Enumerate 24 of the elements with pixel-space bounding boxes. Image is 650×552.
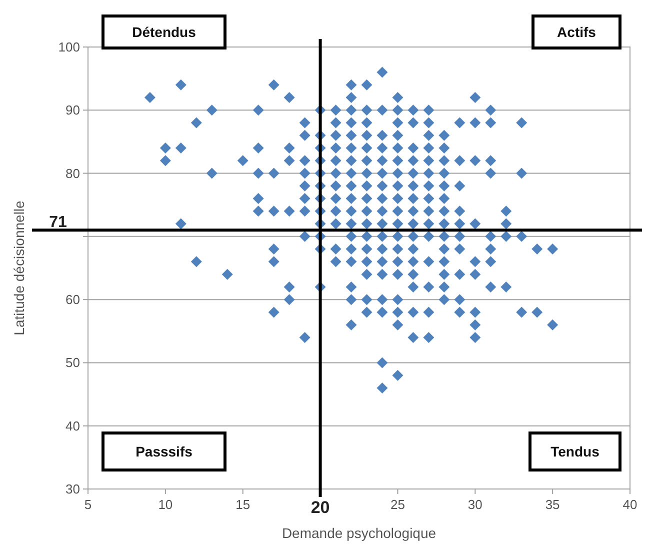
- y-tick-label: 30: [66, 482, 80, 496]
- annotation: Tendus: [550, 444, 600, 460]
- y-tick-label: 80: [66, 166, 80, 181]
- x-tick-label: 15: [236, 497, 250, 512]
- x-tick-label: 5: [84, 497, 92, 512]
- y-axis-title: Latitude décisionnelle: [11, 200, 27, 336]
- y-tick-label: 100: [58, 40, 80, 54]
- label-box: Passsifs: [102, 432, 226, 472]
- ref-line-label: 20: [310, 498, 330, 517]
- x-tick-label: 40: [622, 497, 638, 512]
- annotation: Passsifs: [136, 444, 193, 460]
- x-axis-title: Demande psychologique: [282, 525, 436, 541]
- label-box: Tendus: [528, 432, 622, 472]
- x-tick-label: 30: [468, 497, 482, 512]
- ref-line-label: 71: [49, 214, 67, 232]
- y-tick-label: 50: [66, 355, 80, 370]
- x-tick-label: 25: [390, 497, 405, 512]
- label-box: Actifs: [532, 14, 622, 50]
- label-box: Détendus: [102, 14, 226, 50]
- y-tick-label: 90: [66, 102, 80, 118]
- y-tick-label: 60: [66, 292, 80, 308]
- x-tick-label: 35: [545, 497, 560, 512]
- y-tick-label: 40: [66, 418, 80, 434]
- x-tick-label: 10: [158, 497, 173, 512]
